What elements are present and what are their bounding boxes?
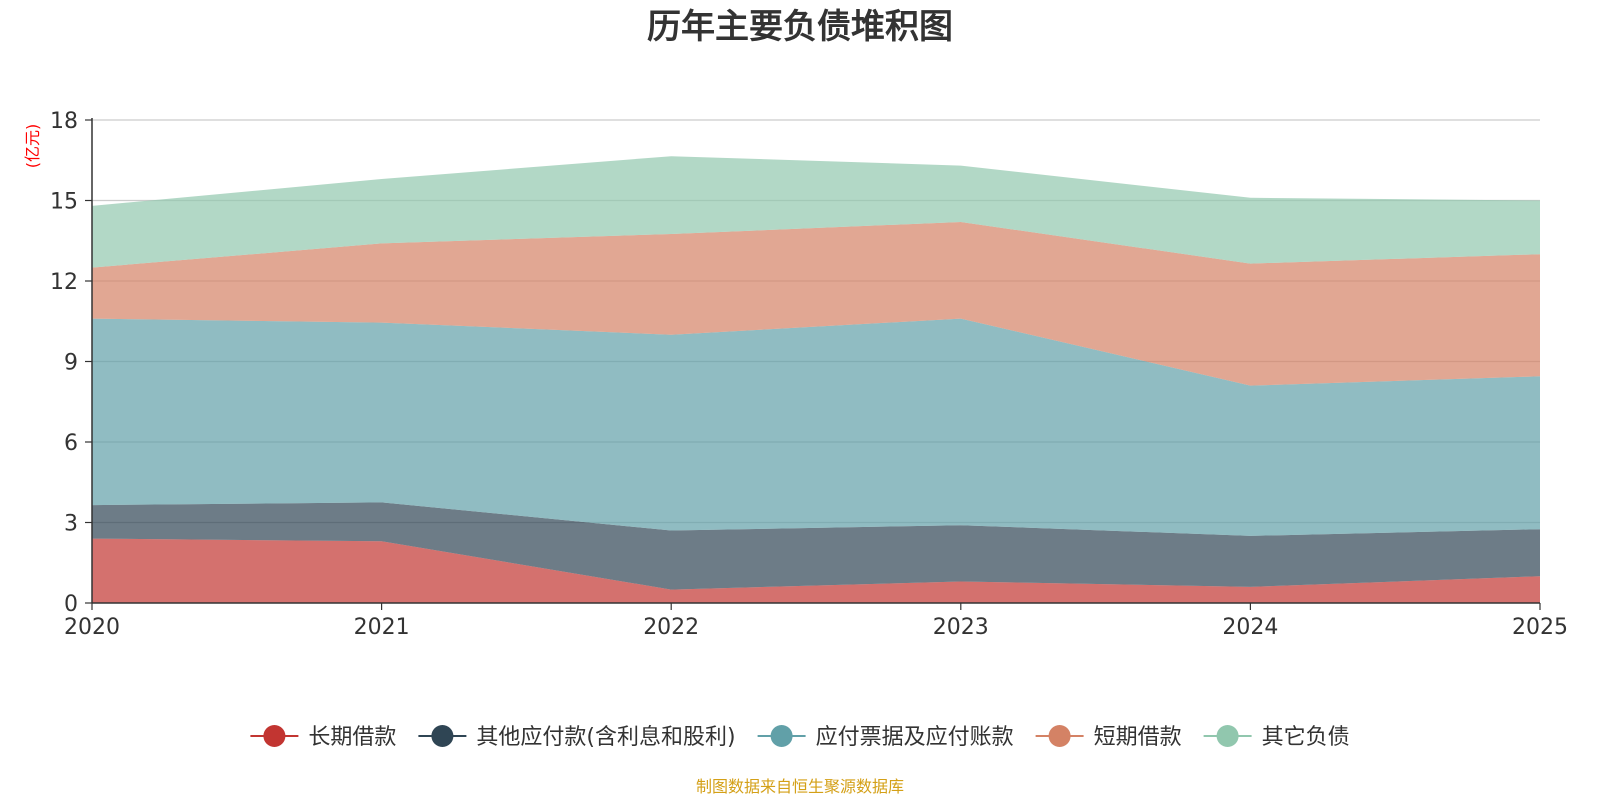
legend-item-0[interactable]: 长期借款 — [250, 725, 396, 750]
data-source-note: 制图数据来自恒生聚源数据库 — [696, 777, 904, 796]
area-series-0[interactable] — [92, 538, 1540, 603]
area-series-3[interactable] — [92, 222, 1540, 386]
area-series-4[interactable] — [92, 156, 1540, 268]
area-series-group — [92, 156, 1540, 603]
y-axis-unit-label: (亿元) — [23, 124, 42, 169]
y-tick-label: 6 — [64, 431, 78, 456]
y-tick-label: 9 — [64, 351, 78, 376]
area-series-1[interactable] — [92, 502, 1540, 590]
legend-marker — [1216, 725, 1239, 747]
legend-marker — [263, 725, 286, 747]
legend-label: 其他应付款(含利息和股利) — [476, 725, 735, 750]
x-tick-label: 2020 — [64, 615, 120, 640]
axes: 0 3 6 9 12 15 18 2020 2021 2022 2023 2024 2025 — [50, 109, 1568, 640]
x-tick-label: 2024 — [1222, 615, 1278, 640]
y-tick-label: 3 — [64, 512, 78, 537]
legend-label: 应付票据及应付账款 — [816, 725, 1014, 750]
area-series-2[interactable] — [92, 318, 1540, 536]
legend-label: 其它负债 — [1262, 725, 1350, 750]
legend-marker — [1048, 725, 1071, 747]
legend-label: 长期借款 — [308, 725, 396, 750]
legend-item-4[interactable]: 其它负债 — [1203, 725, 1350, 750]
y-tick-label: 12 — [50, 270, 78, 295]
y-tick-label: 15 — [50, 190, 78, 215]
legend[interactable]: 长期借款 其他应付款(含利息和股利) 应付票据及应付账款 短期借款 其它负债 — [250, 725, 1350, 750]
legend-item-3[interactable]: 短期借款 — [1035, 725, 1182, 750]
y-tick-label: 0 — [64, 592, 78, 617]
x-tick-label: 2021 — [354, 615, 410, 640]
x-tick-label: 2022 — [643, 615, 699, 640]
x-tick-label: 2023 — [933, 615, 989, 640]
y-tick-label: 18 — [50, 109, 78, 134]
x-tick-label: 2025 — [1512, 615, 1568, 640]
legend-item-2[interactable]: 应付票据及应付账款 — [757, 725, 1014, 750]
legend-item-1[interactable]: 其他应付款(含利息和股利) — [418, 725, 736, 750]
legend-marker — [770, 725, 793, 747]
legend-label: 短期借款 — [1094, 725, 1182, 750]
chart-title: 历年主要负债堆积图 — [647, 7, 953, 47]
legend-marker — [431, 725, 454, 747]
